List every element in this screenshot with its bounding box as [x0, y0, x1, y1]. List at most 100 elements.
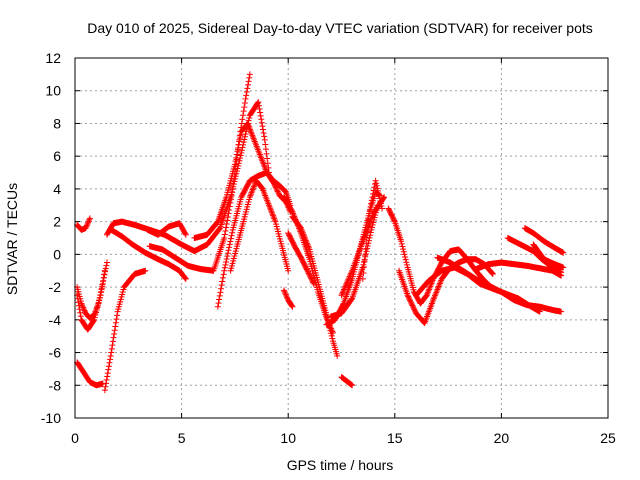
data-point	[345, 276, 352, 283]
data-point	[225, 247, 232, 254]
y-tick-label: 12	[45, 50, 61, 66]
data-point	[270, 179, 277, 186]
data-point	[105, 366, 112, 373]
data-point	[82, 225, 89, 232]
data-point	[74, 295, 81, 302]
data-point	[271, 181, 278, 188]
data-point	[79, 301, 86, 308]
data-point	[307, 274, 314, 281]
data-point	[283, 294, 290, 301]
series-arc-29	[530, 241, 567, 271]
data-point	[218, 285, 225, 292]
data-point	[258, 184, 265, 191]
x-tick-label: 15	[387, 430, 403, 446]
data-point	[326, 325, 333, 331]
data-point	[347, 270, 354, 277]
data-point	[260, 129, 267, 136]
data-point	[85, 218, 92, 225]
data-point	[104, 370, 111, 377]
data-point	[405, 293, 412, 300]
data-point	[334, 352, 341, 359]
data-point	[225, 210, 232, 217]
data-point	[224, 253, 231, 260]
data-point	[406, 296, 413, 303]
data-point	[266, 203, 273, 210]
data-point	[214, 303, 221, 310]
data-point	[558, 269, 565, 276]
data-point	[83, 223, 90, 230]
data-point	[227, 199, 234, 206]
data-point	[342, 283, 349, 290]
data-point	[289, 303, 296, 310]
data-point	[100, 278, 107, 285]
data-point	[111, 330, 118, 337]
data-point	[425, 287, 432, 294]
data-point	[251, 182, 258, 189]
data-point	[407, 298, 414, 305]
series-arc-5	[101, 267, 149, 394]
data-point	[369, 194, 376, 201]
data-point	[347, 272, 354, 279]
data-point	[260, 126, 267, 133]
data-point	[365, 237, 372, 244]
series-arc-28	[521, 225, 567, 256]
data-point	[246, 124, 253, 131]
data-point	[245, 121, 252, 128]
data-point	[227, 196, 234, 203]
data-point	[408, 301, 415, 308]
data-point	[401, 251, 408, 258]
data-point	[238, 149, 245, 156]
data-point	[214, 219, 221, 226]
data-point	[114, 312, 121, 319]
data-point	[305, 270, 312, 277]
data-point	[248, 129, 255, 136]
data-point	[257, 112, 264, 119]
data-point	[398, 238, 405, 245]
data-point	[223, 256, 230, 263]
data-point	[229, 185, 236, 192]
data-point	[236, 138, 243, 145]
data-point	[560, 264, 567, 271]
data-point	[247, 192, 254, 199]
chart-title: Day 010 of 2025, Sidereal Day-to-day VTE…	[87, 20, 593, 36]
data-point	[257, 109, 264, 116]
data-point	[376, 195, 383, 202]
data-point	[309, 278, 316, 285]
data-point	[76, 306, 83, 313]
data-point	[359, 275, 366, 282]
data-point	[270, 180, 277, 187]
series-arc-3	[74, 267, 108, 333]
data-point	[244, 85, 251, 92]
data-point	[346, 273, 353, 280]
data-point	[219, 274, 226, 281]
data-point	[411, 306, 418, 313]
data-point	[348, 296, 355, 303]
data-point	[77, 309, 84, 316]
data-point	[402, 253, 409, 260]
data-point	[231, 161, 238, 168]
y-tick-label: -4	[49, 312, 62, 328]
data-point	[360, 269, 367, 276]
data-point	[244, 120, 251, 127]
data-point	[239, 116, 246, 123]
data-point	[259, 157, 266, 164]
data-point	[377, 197, 384, 204]
data-point	[400, 246, 407, 253]
data-point	[241, 136, 248, 143]
data-point	[379, 205, 386, 212]
data-point	[365, 216, 372, 223]
data-point	[560, 249, 567, 256]
data-point	[247, 126, 254, 133]
data-point	[403, 259, 410, 266]
data-point	[339, 289, 346, 296]
data-point	[100, 274, 107, 281]
data-point	[112, 319, 119, 326]
data-point	[423, 292, 430, 299]
data-point	[182, 275, 189, 282]
data-point	[218, 282, 225, 289]
data-point	[238, 147, 245, 154]
data-point	[104, 373, 111, 380]
data-point	[216, 292, 223, 299]
data-point	[228, 232, 235, 239]
